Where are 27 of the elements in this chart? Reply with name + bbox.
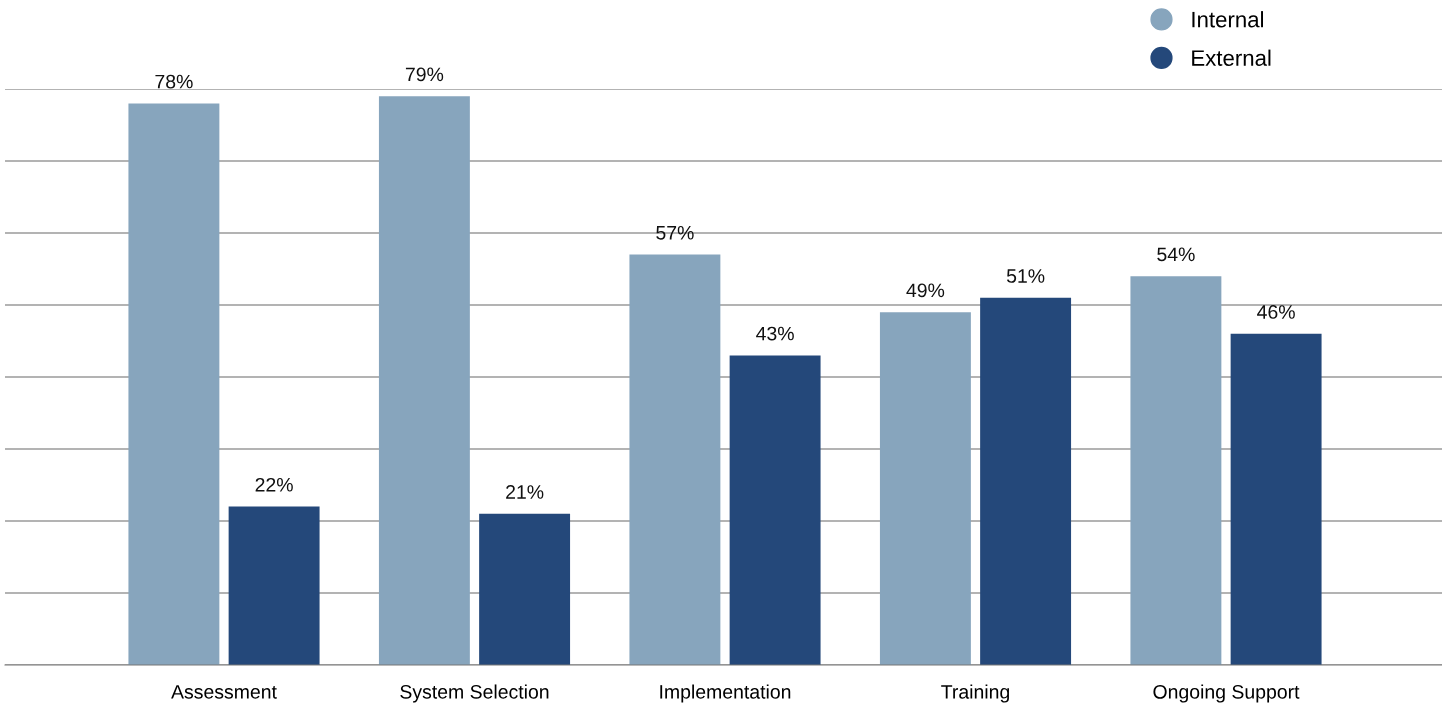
data-label: 54% <box>1157 247 1195 262</box>
bar <box>729 355 821 665</box>
data-label: 79% <box>405 67 444 82</box>
bar <box>879 312 971 665</box>
bar <box>980 297 1072 665</box>
x-tick-label: System Selection <box>400 684 549 703</box>
data-label: 51% <box>1006 269 1045 283</box>
bar <box>479 513 571 665</box>
x-tick-label: Training <box>941 684 1010 703</box>
data-label: 46% <box>1257 305 1295 319</box>
bar <box>378 96 470 665</box>
data-label: 78% <box>155 74 193 89</box>
bar <box>629 254 721 665</box>
bar <box>228 506 320 665</box>
x-tick-label: Ongoing Support <box>1153 684 1300 703</box>
x-tick-label: Implementation <box>660 684 791 703</box>
legend-label: External <box>1192 49 1271 66</box>
bar <box>1130 276 1222 665</box>
data-label: 21% <box>506 485 544 499</box>
x-tick-label: Assessment <box>171 685 277 699</box>
legend-label: Internal <box>1192 11 1264 28</box>
data-label: 22% <box>255 477 293 492</box>
data-label: 43% <box>756 326 794 341</box>
bar <box>128 103 220 665</box>
data-label: 49% <box>906 283 945 298</box>
data-label: 57% <box>656 225 694 240</box>
bar <box>1230 333 1322 665</box>
